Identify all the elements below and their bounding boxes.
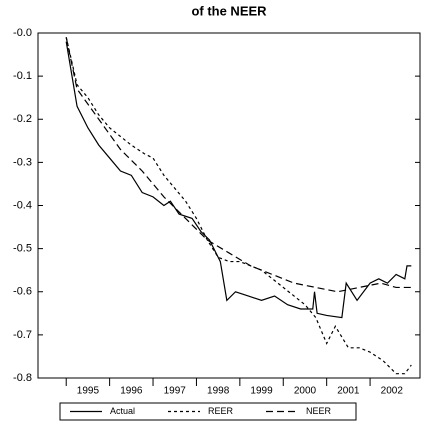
series-line [65, 37, 412, 375]
x-tick-label: 1999 [250, 386, 273, 397]
legend-label: Actual [110, 406, 135, 416]
series-line [65, 41, 412, 319]
legend-label: REER [208, 406, 234, 416]
x-tick-label: 1996 [120, 386, 143, 397]
plot-frame [37, 32, 421, 379]
y-tick-label: -0.6 [13, 286, 32, 298]
y-tick-label: -0.8 [13, 372, 32, 384]
y-tick-label: -0.4 [13, 199, 32, 211]
legend-label: NEER [306, 406, 332, 416]
y-tick-label: -0.2 [13, 113, 32, 125]
y-tick-label: -0.5 [13, 243, 32, 255]
x-tick-label: 1997 [164, 386, 187, 397]
series-line [65, 37, 412, 293]
y-tick-label: -0.0 [13, 27, 32, 39]
y-tick-label: -0.3 [13, 156, 32, 168]
legend-box [59, 402, 357, 421]
chart-title: of the NEER [191, 3, 267, 18]
x-tick-label: 2001 [337, 386, 360, 397]
y-tick-label: -0.1 [13, 70, 32, 82]
y-tick-label: -0.7 [13, 329, 32, 341]
x-tick-label: 2002 [381, 386, 404, 397]
x-tick-label: 1998 [207, 386, 230, 397]
x-tick-label: 2000 [294, 386, 317, 397]
x-tick-label: 1995 [77, 386, 100, 397]
